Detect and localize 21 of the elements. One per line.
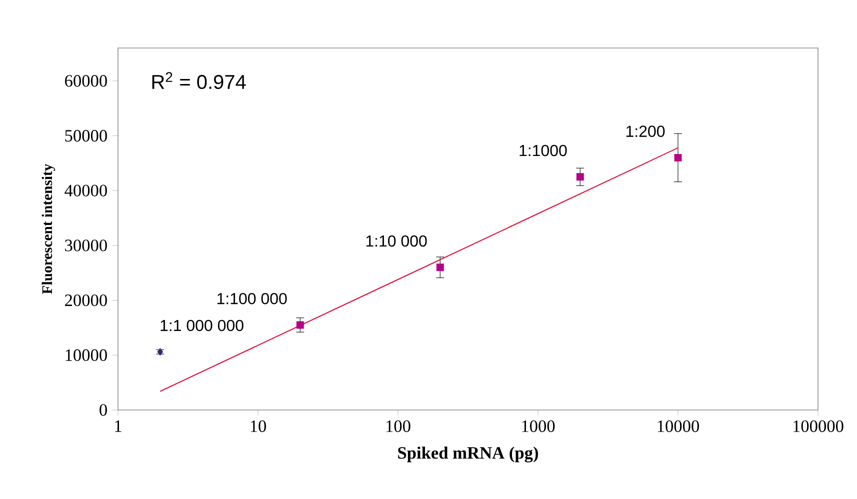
- annotation: 1:100 000: [217, 292, 287, 304]
- y-tick-label: 30000: [65, 240, 107, 252]
- annotation: 1:1 000 000: [160, 320, 244, 332]
- y-tick-label: 0: [100, 404, 107, 416]
- annotation: 1:10 000: [366, 235, 427, 247]
- y-axis-title: Fluorescent intensity: [42, 164, 56, 294]
- x-tick-label: 100: [386, 420, 410, 432]
- y-tick-label: 40000: [64, 184, 107, 196]
- y-tick-label: 20000: [65, 294, 107, 306]
- x-tick-label: 1: [115, 420, 122, 432]
- x-axis-title: Spiked mRNA (pg): [398, 446, 538, 462]
- x-tick-label: 1000: [522, 420, 555, 432]
- y-tick-label: 10000: [66, 349, 107, 361]
- y-tick-label: 50000: [65, 130, 107, 142]
- y-tick-label: 60000: [65, 75, 107, 87]
- annotation: 1:200: [626, 126, 665, 137]
- x-tick-label: 10000: [658, 420, 699, 432]
- x-tick-label: 10: [250, 420, 266, 432]
- annotation: 1:1000: [520, 144, 567, 156]
- x-tick-label: 100000: [794, 420, 844, 432]
- annotation: R$^{2}$ = 0.974: [152, 72, 246, 90]
